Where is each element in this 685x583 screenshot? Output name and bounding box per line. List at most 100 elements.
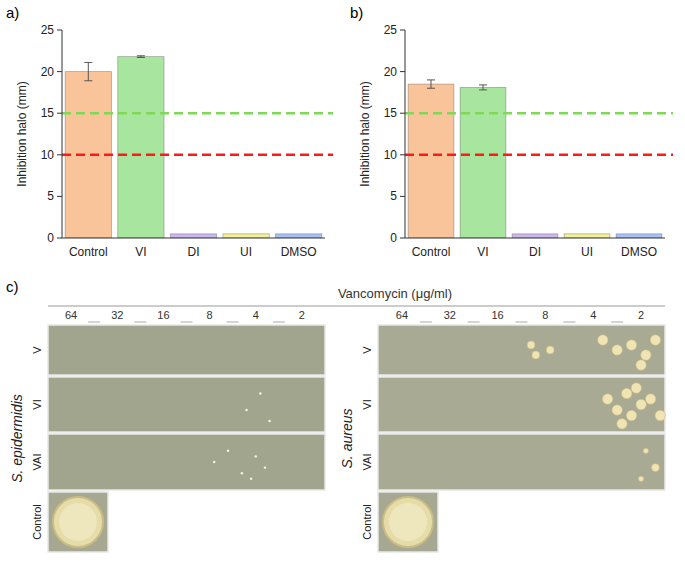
bar [223,234,269,238]
x-tick-label: DI [529,245,541,259]
y-axis [405,30,406,238]
colony [636,360,646,370]
y-tick-label: 10 [41,148,55,162]
divider [420,322,432,323]
colony [227,450,229,452]
divider [611,322,623,323]
y-axis-title: Inhibition halo (mm) [15,81,29,186]
error-stem [88,62,89,80]
x-tick-label: UI [581,245,593,259]
error-cap [479,84,487,85]
colony [652,464,660,472]
bar-panel: a)0510152025Inhibition halo (mm)ControlV… [6,4,333,259]
divider [134,322,146,323]
y-tick-label: 20 [384,65,398,79]
y-tick-label: 5 [47,189,54,203]
x-tick-label: DMSO [281,245,317,259]
concentration-label: 32 [111,309,123,321]
control-colony [383,497,433,547]
divider [227,322,239,323]
panel-title: Vancomycin (μg/ml) [338,286,452,301]
colony [250,478,252,480]
bar [616,234,662,238]
error-cap [84,62,92,63]
colony [626,410,636,420]
y-axis [62,30,63,238]
colony [645,394,655,404]
reference-line [62,112,333,115]
marks [408,80,662,238]
bar-panel: b)0510152025Inhibition halo (mm)ControlV… [350,4,673,259]
y-tick [57,30,62,31]
error-cap [479,89,487,90]
divider [181,322,193,323]
y-tick-label: 0 [390,231,397,245]
bar [460,87,506,238]
panel-label: a) [6,4,19,21]
title-rule [48,306,665,307]
colony [655,410,665,420]
bar [564,234,610,238]
error-bar [427,80,435,88]
error-stem [431,80,432,88]
concentration-label: 16 [491,309,503,321]
x-axis [405,238,665,239]
control-colony-core [389,503,427,541]
panel-label: b) [350,4,363,21]
colony [268,420,270,422]
plate-strip [48,434,325,490]
concentration-label: 4 [590,309,596,321]
figure: a) 0 5 10 15 20 25 Inhibition halo (mm) Control V… [0,0,685,583]
divider [563,322,575,323]
marks [65,56,322,238]
organism-label: S. epidermidis [9,394,25,483]
error-bar [137,56,145,58]
organism-block: 643216842S. aureusVVIVAIControl [339,309,665,552]
x-tick-label: Control [69,245,108,259]
row-label: V [31,346,43,354]
plate-strip [378,377,665,432]
error-stem [483,85,484,90]
y-tick-label: 25 [384,23,398,37]
colony [612,405,622,415]
x-tick-label: VI [135,245,146,259]
y-tick-label: 10 [384,148,398,162]
y-tick-label: 15 [384,106,398,120]
y-tick [400,238,405,239]
colony [255,455,257,457]
y-tick [400,196,405,197]
y-tick-label: 25 [41,23,55,37]
y-tick [400,113,405,114]
error-cap [137,55,145,56]
panel-label: c) [6,278,19,295]
divider [88,322,100,323]
concentration-label: 8 [542,309,548,321]
colony [264,466,266,468]
error-cap [137,57,145,58]
bar [170,234,216,238]
x-axis [62,238,325,239]
concentration-label: 16 [157,309,169,321]
divider [273,322,285,323]
colony [532,351,540,359]
colony [622,388,632,398]
error-bar [84,62,92,80]
colony [626,340,636,350]
reference-line [405,112,673,115]
x-tick-label: DMSO [621,245,657,259]
concentration-label: 4 [253,309,259,321]
divider [516,322,528,323]
concentration-label: 8 [207,309,213,321]
row-label: Control [31,504,43,539]
y-tick [57,238,62,239]
row-label: VI [31,399,43,409]
x-tick-label: Control [412,245,451,259]
error-cap [84,80,92,81]
colony [617,419,627,429]
control-colony-core [59,503,97,541]
colony [643,448,648,453]
bar [512,234,558,238]
colony [546,346,554,354]
plate-strip [48,325,325,375]
y-tick-label: 5 [390,189,397,203]
